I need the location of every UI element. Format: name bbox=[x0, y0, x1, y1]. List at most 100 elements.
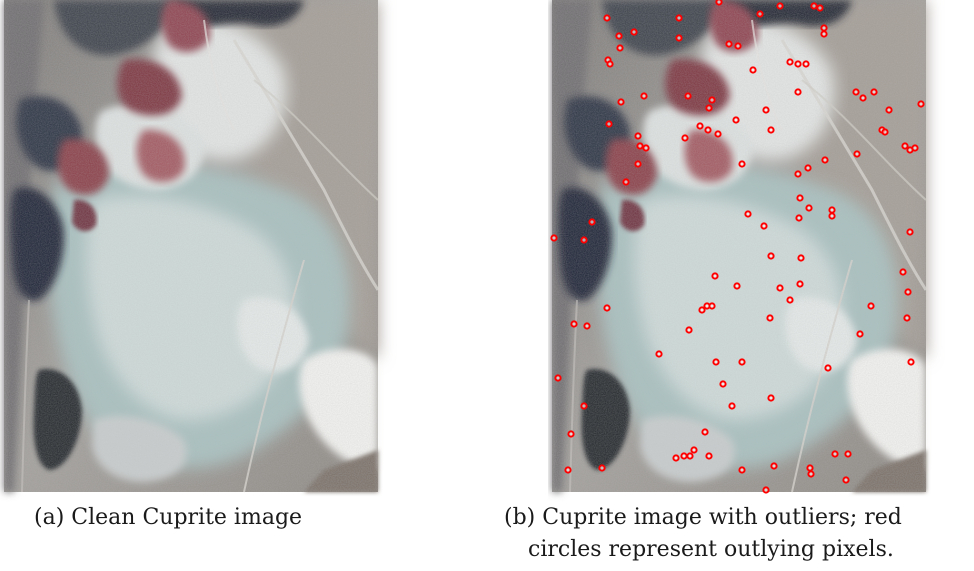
outlier-marker bbox=[630, 28, 638, 36]
outlier-marker bbox=[719, 380, 727, 388]
outlier-marker bbox=[899, 268, 907, 276]
outlier-marker bbox=[732, 116, 740, 124]
outlier-marker bbox=[867, 302, 875, 310]
outlier-marker bbox=[820, 24, 828, 32]
outlier-marker bbox=[762, 106, 770, 114]
outlier-marker bbox=[796, 194, 804, 202]
outlier-marker bbox=[794, 170, 802, 178]
outlier-marker bbox=[756, 10, 764, 18]
outlier-marker bbox=[786, 58, 794, 66]
outlier-marker bbox=[760, 222, 768, 230]
outlier-marker bbox=[708, 302, 716, 310]
outlier-marker bbox=[580, 402, 588, 410]
outlier-marker bbox=[824, 364, 832, 372]
outlier-marker bbox=[605, 120, 613, 128]
outlier-marker bbox=[696, 122, 704, 130]
outlier-marker bbox=[622, 178, 630, 186]
outlier-cuprite-panel bbox=[550, 0, 926, 494]
caption-b: (b) Cuprite image with outliers; red cir… bbox=[504, 502, 902, 566]
outlier-marker bbox=[725, 40, 733, 48]
outlier-marker bbox=[701, 428, 709, 436]
outlier-marker bbox=[901, 142, 909, 150]
outlier-marker bbox=[749, 66, 757, 74]
outlier-marker bbox=[733, 282, 741, 290]
outlier-marker bbox=[704, 126, 712, 134]
outlier-marker bbox=[675, 14, 683, 22]
outlier-marker bbox=[734, 42, 742, 50]
outlier-marker bbox=[762, 486, 770, 494]
outlier-marker bbox=[580, 236, 588, 244]
outlier-marker bbox=[714, 130, 722, 138]
outlier-marker bbox=[636, 142, 644, 150]
outlier-marker bbox=[816, 4, 824, 12]
outlier-marker bbox=[776, 284, 784, 292]
outlier-marker bbox=[842, 476, 850, 484]
outlier-marker bbox=[728, 402, 736, 410]
outlier-marker bbox=[794, 88, 802, 96]
outlier-marker bbox=[617, 98, 625, 106]
outlier-marker bbox=[805, 204, 813, 212]
clean-cuprite-image bbox=[4, 0, 378, 492]
outlier-marker bbox=[715, 0, 723, 6]
outlier-marker bbox=[911, 144, 919, 152]
outlier-marker bbox=[767, 126, 775, 134]
outlier-marker bbox=[634, 160, 642, 168]
outlier-cuprite-image bbox=[550, 0, 926, 494]
outlier-marker bbox=[917, 100, 925, 108]
outlier-marker bbox=[852, 88, 860, 96]
outlier-marker bbox=[681, 134, 689, 142]
outlier-marker bbox=[786, 296, 794, 304]
outlier-marker bbox=[802, 60, 810, 68]
outlier-marker bbox=[705, 452, 713, 460]
outlier-marker bbox=[615, 32, 623, 40]
outlier-marker bbox=[550, 234, 558, 242]
outlier-marker bbox=[770, 462, 778, 470]
outlier-marker bbox=[603, 14, 611, 22]
outlier-marker bbox=[672, 454, 680, 462]
outlier-marker bbox=[885, 106, 893, 114]
outlier-marker bbox=[797, 254, 805, 262]
outlier-marker bbox=[570, 320, 578, 328]
outlier-marker bbox=[711, 272, 719, 280]
outlier-marker bbox=[634, 132, 642, 140]
outlier-marker bbox=[705, 104, 713, 112]
outlier-marker bbox=[708, 96, 716, 104]
outlier-marker bbox=[881, 128, 889, 136]
outlier-marker bbox=[564, 466, 572, 474]
outlier-marker bbox=[588, 218, 596, 226]
outlier-markers bbox=[550, 0, 925, 494]
outlier-marker bbox=[738, 160, 746, 168]
outlier-marker bbox=[906, 228, 914, 236]
outlier-marker bbox=[640, 92, 648, 100]
outlier-marker bbox=[655, 350, 663, 358]
outlier-marker bbox=[766, 314, 774, 322]
outlier-marker bbox=[859, 94, 867, 102]
outlier-marker bbox=[810, 2, 818, 10]
outlier-marker bbox=[685, 326, 693, 334]
outlier-marker bbox=[767, 252, 775, 260]
outlier-marker bbox=[794, 60, 802, 68]
caption-a: (a) Clean Cuprite image bbox=[34, 505, 303, 530]
outlier-marker bbox=[776, 2, 784, 10]
outlier-marker bbox=[907, 358, 915, 366]
clean-cuprite-panel bbox=[4, 0, 378, 492]
outlier-marker bbox=[598, 464, 606, 472]
outlier-marker bbox=[684, 92, 692, 100]
outlier-marker bbox=[616, 44, 624, 52]
caption-b-line2: circles represent outlying pixels. bbox=[528, 537, 894, 562]
outlier-marker bbox=[603, 304, 611, 312]
outlier-marker bbox=[820, 30, 828, 38]
outlier-marker bbox=[698, 306, 706, 314]
outlier-marker bbox=[795, 214, 803, 222]
outlier-marker bbox=[807, 470, 815, 478]
outlier-marker bbox=[583, 322, 591, 330]
outlier-marker bbox=[675, 34, 683, 42]
outlier-marker bbox=[903, 314, 911, 322]
outlier-marker bbox=[821, 156, 829, 164]
outlier-marker bbox=[856, 330, 864, 338]
outlier-marker bbox=[806, 464, 814, 472]
outlier-marker bbox=[767, 394, 775, 402]
outlier-marker bbox=[804, 164, 812, 172]
outlier-marker bbox=[844, 450, 852, 458]
outlier-marker bbox=[738, 466, 746, 474]
